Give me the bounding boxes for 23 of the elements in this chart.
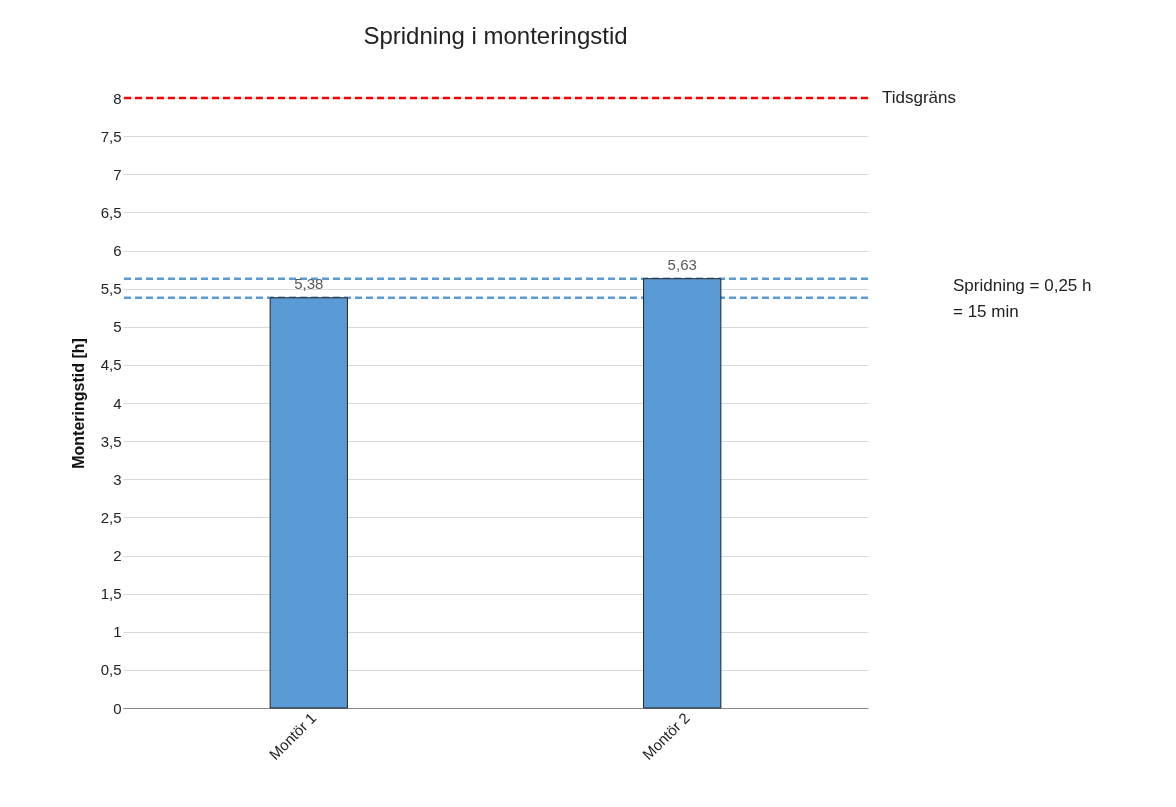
y-tick-label: 3	[113, 470, 122, 488]
y-tick-label: 6,5	[100, 203, 122, 221]
y-tick-label: 3,5	[100, 432, 122, 450]
y-tick-label: 0,5	[100, 661, 122, 679]
y-tick-label: 4,5	[100, 356, 122, 374]
y-tick-label: 6	[113, 242, 122, 259]
y-tick-label: 5,5	[100, 280, 122, 298]
y-tick-label: 2	[113, 547, 122, 564]
y-tick-label: 1	[113, 623, 122, 641]
y-tick-label: 2,5	[100, 508, 122, 526]
ref-line-label: Tidsgräns	[882, 88, 957, 107]
y-tick-label: 5	[113, 318, 122, 336]
y-tick-label: 8	[113, 89, 122, 107]
text: Spridning = 0,25 h = 15 min	[953, 276, 1092, 321]
y-tick-label: 1,5	[100, 585, 122, 603]
data-label: 5,63	[667, 255, 697, 273]
y-tick-label: 4	[113, 394, 122, 412]
y-tick-label: 0	[113, 699, 122, 717]
chart-title: Spridning i monteringstid	[363, 22, 628, 49]
y-tick-label: 7,5	[100, 127, 122, 145]
data-label: 5,38	[294, 274, 324, 292]
y-axis-title: Monteringstid [h]	[69, 338, 87, 469]
y-tick-label: 7	[113, 165, 122, 183]
